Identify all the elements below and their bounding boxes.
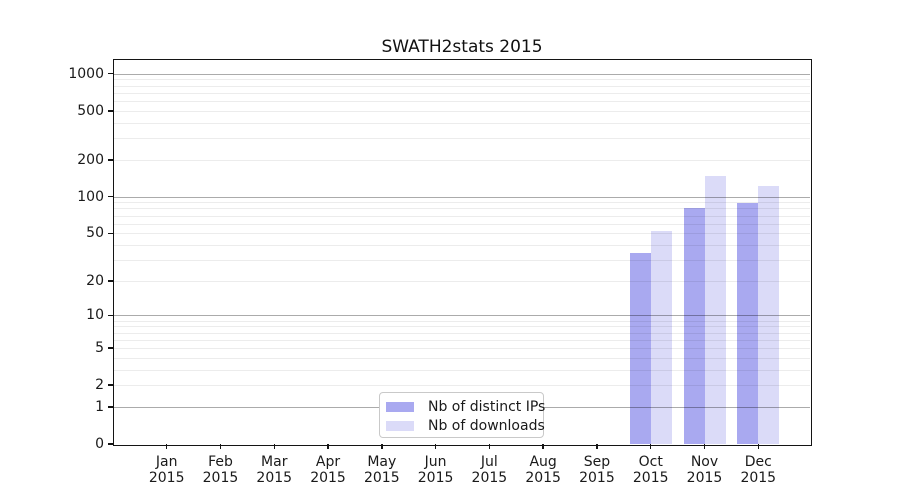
y-tick-mark xyxy=(108,406,114,408)
minor-gridline xyxy=(114,339,810,341)
minor-gridline xyxy=(114,357,810,359)
chart-title: SWATH2stats 2015 xyxy=(381,37,543,57)
bar xyxy=(683,207,705,444)
minor-gridline xyxy=(114,233,810,235)
y-tick-mark xyxy=(108,232,114,235)
legend-item-downloads: Nb of downloads xyxy=(386,416,545,435)
minor-gridline xyxy=(114,223,810,225)
minor-gridline xyxy=(114,332,810,334)
x-tick-label: Jan 2015 xyxy=(148,454,185,486)
y-tick-mark xyxy=(108,443,114,445)
y-tick-label: 200 xyxy=(77,151,104,168)
bar xyxy=(704,176,726,444)
x-tick-label: Jul 2015 xyxy=(471,454,508,486)
legend-label: Nb of distinct IPs xyxy=(428,398,546,415)
x-tick-label: Sep 2015 xyxy=(579,454,615,486)
major-gridline xyxy=(114,315,810,317)
minor-gridline xyxy=(114,326,810,328)
y-tick-mark xyxy=(108,280,114,282)
y-tick-mark xyxy=(108,110,114,112)
legend: Nb of distinct IPs Nb of downloads xyxy=(379,392,546,438)
y-tick-mark xyxy=(108,384,114,386)
x-tick-label: Nov 2015 xyxy=(686,454,723,486)
x-tick-mark xyxy=(542,444,544,449)
major-gridline xyxy=(114,196,810,198)
x-tick-mark xyxy=(219,444,222,449)
x-tick-label: Mar 2015 xyxy=(256,454,293,486)
minor-gridline xyxy=(114,202,810,204)
minor-gridline xyxy=(114,92,810,94)
y-tick-mark xyxy=(108,314,114,317)
minor-gridline xyxy=(114,208,810,210)
legend-swatch xyxy=(386,420,414,431)
x-tick-label: Jun 2015 xyxy=(417,454,454,486)
minor-gridline xyxy=(114,159,810,161)
y-tick-mark xyxy=(108,159,114,161)
bar xyxy=(650,231,672,444)
minor-gridline xyxy=(114,138,810,140)
legend-label: Nb of downloads xyxy=(428,417,545,434)
minor-gridline xyxy=(114,280,810,282)
x-tick-mark xyxy=(488,444,491,449)
minor-gridline xyxy=(114,101,810,103)
minor-gridline xyxy=(114,385,810,387)
y-tick-mark xyxy=(108,347,114,349)
y-tick-label: 20 xyxy=(86,272,104,289)
y-tick-label: 5 xyxy=(95,339,104,356)
y-tick-label: 0 xyxy=(95,436,104,452)
x-tick-mark xyxy=(703,444,706,449)
y-tick-label: 2 xyxy=(95,377,104,394)
y-tick-label: 1 xyxy=(95,398,104,415)
plot-area: 0 1 2 5 10 20 50 100 200 500 1000 Jan 2015 Feb 2015 Mar… xyxy=(68,58,812,486)
major-gridline xyxy=(114,73,810,75)
minor-gridline xyxy=(114,79,810,81)
bar xyxy=(758,186,780,444)
x-tick-mark xyxy=(381,444,383,449)
minor-gridline xyxy=(114,215,810,217)
minor-gridline xyxy=(114,110,810,112)
y-tick-label: 50 xyxy=(86,225,104,242)
x-tick-mark xyxy=(757,444,760,449)
bar xyxy=(737,203,759,444)
bar xyxy=(629,253,651,444)
x-tick-mark xyxy=(165,444,168,449)
y-tick-label: 500 xyxy=(77,102,104,119)
y-tick-mark xyxy=(108,195,114,198)
x-tick-label: Dec 2015 xyxy=(740,454,777,486)
x-tick-mark xyxy=(273,444,275,449)
x-tick-mark xyxy=(596,444,598,449)
minor-gridline xyxy=(114,122,810,124)
y-tick-mark xyxy=(108,72,114,75)
x-tick-label: Oct 2015 xyxy=(632,454,669,486)
x-tick-mark xyxy=(434,444,437,449)
minor-gridline xyxy=(114,244,810,246)
legend-item-distinct-ips: Nb of distinct IPs xyxy=(386,397,546,416)
y-tick-label: 1000 xyxy=(68,65,104,82)
minor-gridline xyxy=(114,369,810,371)
minor-gridline xyxy=(114,85,810,87)
minor-gridline xyxy=(114,320,810,322)
x-tick-mark xyxy=(649,444,652,449)
minor-gridline xyxy=(114,259,810,261)
legend-swatch xyxy=(386,401,414,412)
x-tick-label: Feb 2015 xyxy=(202,454,239,486)
y-tick-label: 100 xyxy=(77,188,104,205)
minor-gridline xyxy=(114,347,810,349)
x-tick-label: May 2015 xyxy=(363,454,400,486)
y-tick-label: 10 xyxy=(86,307,104,324)
x-tick-label: Aug 2015 xyxy=(525,454,561,486)
x-tick-label: Apr 2015 xyxy=(310,454,346,486)
x-tick-mark xyxy=(327,444,329,449)
